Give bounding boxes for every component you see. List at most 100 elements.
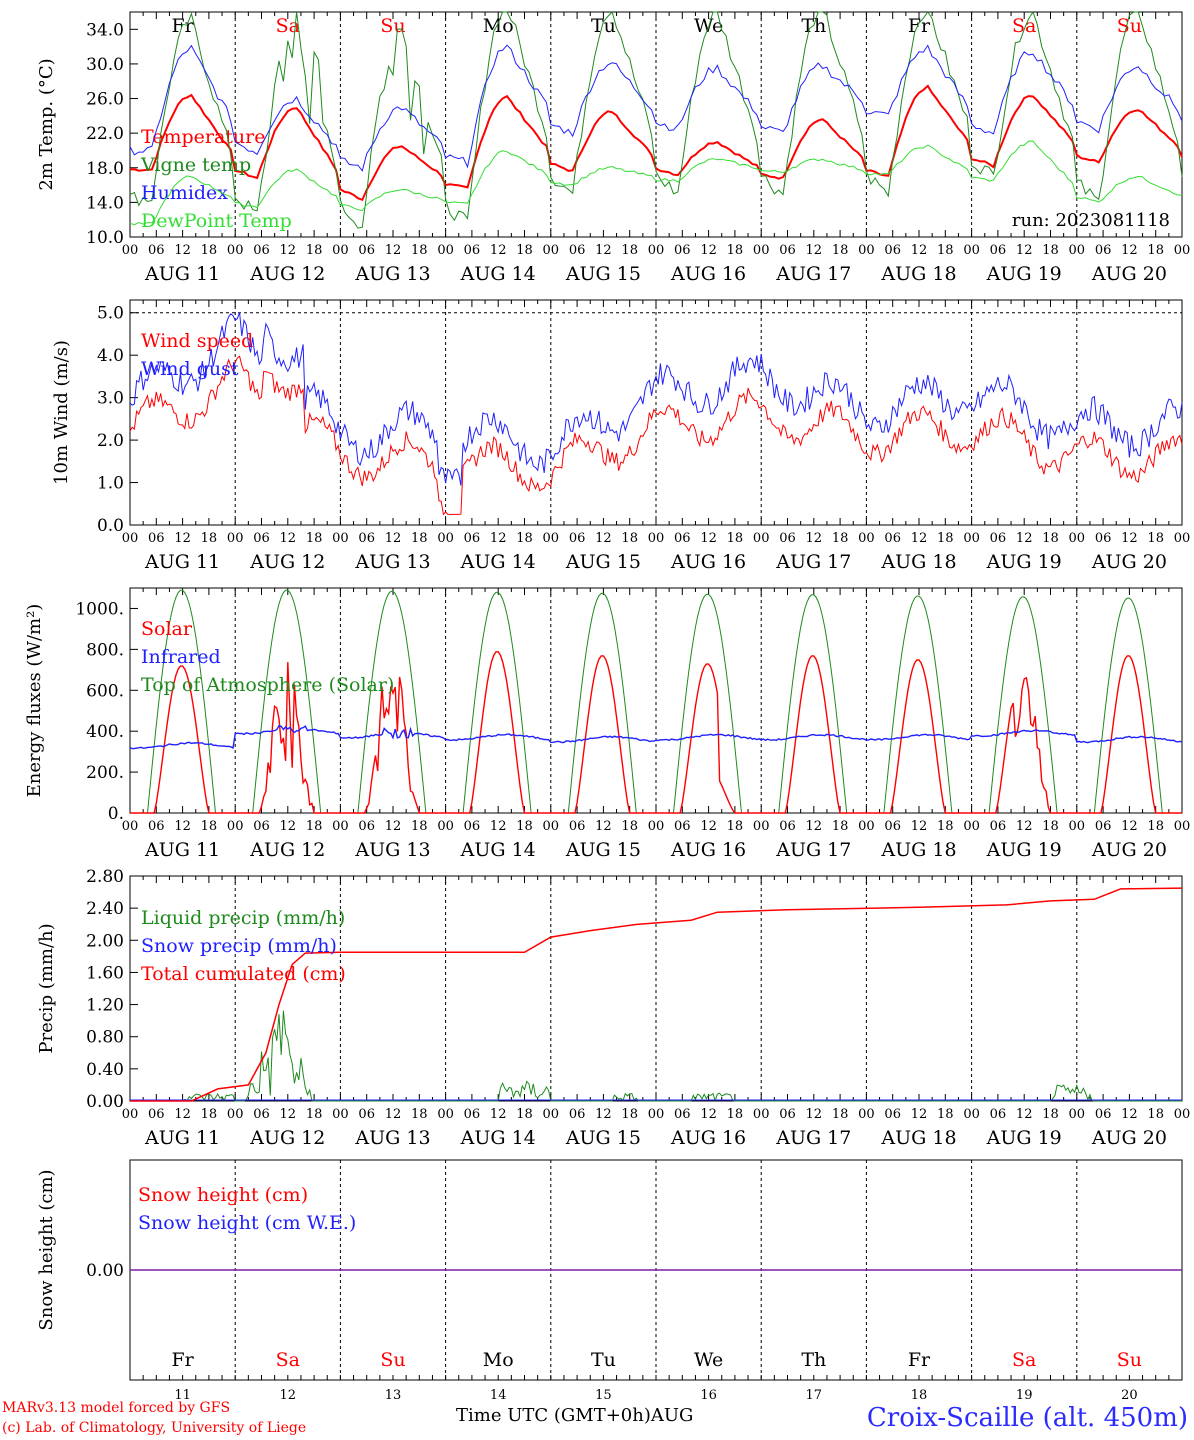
date-label: AUG 20 xyxy=(1091,839,1167,861)
hour-tick-label: 12 xyxy=(280,819,297,834)
hour-tick-label: 12 xyxy=(1121,819,1138,834)
y-tick-label: 34.0 xyxy=(86,20,124,40)
hour-tick-label: 06 xyxy=(779,243,796,258)
hour-tick-label: 00 xyxy=(963,243,980,258)
hour-tick-label: 12 xyxy=(1016,1107,1033,1122)
hour-tick-label: 12 xyxy=(490,819,507,834)
hour-tick-label: 06 xyxy=(253,531,270,546)
hour-tick-label: 12 xyxy=(806,819,823,834)
y-tick-label: 200. xyxy=(86,763,124,783)
hour-tick-label: 00 xyxy=(332,531,349,546)
y-tick-label: 10.0 xyxy=(86,228,124,248)
hour-tick-label: 00 xyxy=(1069,1107,1086,1122)
hour-tick-label: 12 xyxy=(174,531,191,546)
hour-tick-label: 12 xyxy=(700,819,717,834)
hour-tick-label: 00 xyxy=(543,531,560,546)
date-label: AUG 16 xyxy=(670,263,746,285)
y-tick-label: 0.00 xyxy=(86,1092,124,1112)
hour-tick-label: 00 xyxy=(437,1107,454,1122)
legend-temperature: Temperature xyxy=(141,126,265,148)
hour-tick-label: 06 xyxy=(148,243,165,258)
hour-tick-label: 06 xyxy=(674,243,691,258)
hour-tick-label: 06 xyxy=(990,531,1007,546)
y-tick-label: 400. xyxy=(86,722,124,742)
day-number-label: 20 xyxy=(1121,1388,1138,1403)
day-of-week-label: Su xyxy=(380,1349,405,1371)
y-axis-label: Energy fluxes (W/m²) xyxy=(24,604,45,798)
day-number-label: 19 xyxy=(1016,1388,1033,1403)
date-label: AUG 13 xyxy=(354,551,430,573)
y-axis-label: Precip (mm/h) xyxy=(36,923,57,1053)
hour-tick-label: 00 xyxy=(437,819,454,834)
station-title: Croix-Scaille (alt. 450m) xyxy=(866,1403,1188,1433)
hour-tick-label: 00 xyxy=(858,531,875,546)
y-tick-label: 0.00 xyxy=(86,1261,124,1281)
date-label: AUG 14 xyxy=(460,839,536,861)
hour-tick-label: 18 xyxy=(1042,243,1059,258)
hour-tick-label: 00 xyxy=(858,243,875,258)
hour-tick-label: 18 xyxy=(201,243,218,258)
hour-tick-label: 18 xyxy=(1147,819,1164,834)
hour-tick-label: 00 xyxy=(963,1107,980,1122)
hour-tick-label: 12 xyxy=(1016,531,1033,546)
hour-tick-label: 18 xyxy=(516,243,533,258)
day-number-label: 14 xyxy=(490,1388,507,1403)
hour-tick-label: 18 xyxy=(516,819,533,834)
hour-tick-label: 06 xyxy=(884,243,901,258)
date-label: AUG 17 xyxy=(775,263,851,285)
hour-tick-label: 18 xyxy=(1147,531,1164,546)
hour-tick-label: 12 xyxy=(280,531,297,546)
y-tick-label: 1.60 xyxy=(86,963,124,983)
hour-tick-label: 00 xyxy=(227,819,244,834)
hour-tick-label: 00 xyxy=(122,243,139,258)
hour-tick-label: 06 xyxy=(464,243,481,258)
time-axis-label: Time UTC (GMT+0h)AUG xyxy=(456,1405,693,1426)
day-of-week-label: Sa xyxy=(1012,15,1036,37)
hour-tick-label: 18 xyxy=(832,819,849,834)
panel-4: 00 06 12 18 00 06 12 18 00 06 12 18 00 06 12 18 00 06 12 18… xyxy=(36,867,1190,1149)
hour-tick-label: 12 xyxy=(700,243,717,258)
hour-tick-label: 00 xyxy=(1174,243,1191,258)
hour-tick-label: 00 xyxy=(543,819,560,834)
hour-tick-label: 12 xyxy=(385,1107,402,1122)
series-humidex-line xyxy=(129,44,1183,172)
hour-tick-label: 12 xyxy=(595,1107,612,1122)
day-number-label: 13 xyxy=(385,1388,402,1403)
date-label: AUG 18 xyxy=(880,839,956,861)
hour-tick-label: 00 xyxy=(753,531,770,546)
hour-tick-label: 06 xyxy=(358,531,375,546)
day-of-week-label: Su xyxy=(1117,1349,1142,1371)
date-label: AUG 11 xyxy=(144,1127,220,1149)
hour-tick-label: 18 xyxy=(621,1107,638,1122)
series-wind-speed-line xyxy=(129,355,1183,516)
y-tick-label: 2.80 xyxy=(86,867,124,887)
day-of-week-label: Tu xyxy=(591,15,616,37)
hour-tick-label: 06 xyxy=(464,531,481,546)
date-label: AUG 13 xyxy=(354,263,430,285)
date-label: AUG 17 xyxy=(775,551,851,573)
hour-tick-label: 18 xyxy=(411,243,428,258)
hour-tick-label: 06 xyxy=(1095,243,1112,258)
hour-tick-label: 18 xyxy=(1147,1107,1164,1122)
day-number-label: 16 xyxy=(700,1388,717,1403)
hour-tick-label: 06 xyxy=(884,819,901,834)
y-axis-label: 2m Temp. (°C) xyxy=(36,58,57,190)
hour-tick-label: 18 xyxy=(1147,243,1164,258)
hour-tick-label: 00 xyxy=(437,243,454,258)
hour-tick-label: 00 xyxy=(858,1107,875,1122)
hour-tick-label: 12 xyxy=(806,531,823,546)
hour-tick-label: 00 xyxy=(753,243,770,258)
y-tick-label: 30.0 xyxy=(86,55,124,75)
day-of-week-label: Fr xyxy=(171,1349,194,1371)
series-wind-gust-line xyxy=(129,312,1183,486)
day-of-week-label: Mo xyxy=(483,1349,514,1371)
hour-tick-label: 12 xyxy=(595,819,612,834)
hour-tick-label: 06 xyxy=(464,819,481,834)
hour-tick-label: 18 xyxy=(1042,819,1059,834)
hour-tick-label: 06 xyxy=(990,243,1007,258)
panel-2: 00 06 12 18 00 06 12 18 00 06 12 18 00 06 12 18 00 06 12 18… xyxy=(51,299,1190,573)
hour-tick-label: 06 xyxy=(779,1107,796,1122)
hour-tick-label: 00 xyxy=(1069,819,1086,834)
lab-credit: (c) Lab. of Climatology, University of L… xyxy=(2,1420,307,1436)
hour-tick-label: 12 xyxy=(490,243,507,258)
